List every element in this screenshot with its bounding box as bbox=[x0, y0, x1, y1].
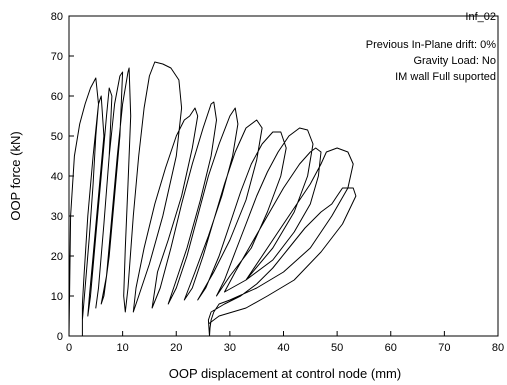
x-tick-label: 80 bbox=[492, 342, 504, 354]
y-axis-ticks: 0 10 20 30 40 50 60 70 80 bbox=[51, 11, 74, 343]
x-tick-label: 30 bbox=[224, 342, 236, 354]
x-tick-label: 70 bbox=[438, 342, 450, 354]
y-tick-label: 60 bbox=[51, 91, 63, 103]
x-axis-title: OOP displacement at control node (mm) bbox=[169, 366, 401, 381]
y-tick-label: 80 bbox=[51, 11, 63, 23]
y-tick-label: 50 bbox=[51, 131, 63, 143]
x-tick-label: 10 bbox=[117, 342, 129, 354]
x-tick-label: 50 bbox=[331, 342, 343, 354]
x-tick-label: 20 bbox=[170, 342, 182, 354]
y-tick-label: 70 bbox=[51, 51, 63, 63]
legend: Inf_02 Previous In-Plane drift: 0% Gravi… bbox=[366, 11, 496, 83]
y-tick-label: 30 bbox=[51, 211, 63, 223]
y-tick-label: 20 bbox=[51, 251, 63, 263]
legend-note-wall: IM wall Full suported bbox=[395, 71, 496, 83]
legend-note-gravity: Gravity Load: No bbox=[413, 55, 496, 67]
x-axis-ticks: 0 10 20 30 40 50 60 70 80 bbox=[66, 331, 504, 354]
y-tick-label: 40 bbox=[51, 171, 63, 183]
legend-series-label: Inf_02 bbox=[465, 11, 496, 23]
series-line-Inf_02 bbox=[68, 61, 357, 337]
x-tick-label: 0 bbox=[66, 342, 72, 354]
x-tick-label: 40 bbox=[277, 342, 289, 354]
series-layer bbox=[68, 61, 357, 337]
legend-note-drift: Previous In-Plane drift: 0% bbox=[366, 39, 496, 51]
y-tick-label: 0 bbox=[57, 331, 63, 343]
x-tick-label: 60 bbox=[385, 342, 397, 354]
y-axis-title: OOP force (kN) bbox=[8, 131, 23, 220]
y-tick-label: 10 bbox=[51, 291, 63, 303]
